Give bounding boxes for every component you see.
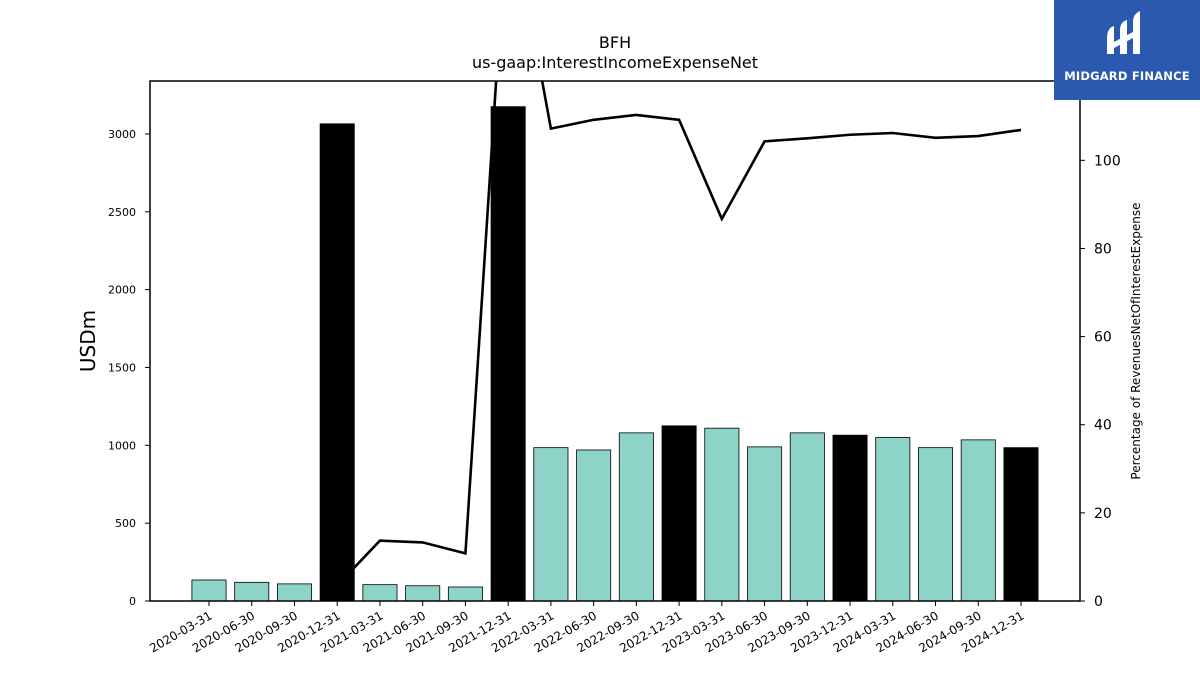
y-tick-label: 1000 bbox=[108, 439, 136, 452]
bar bbox=[576, 449, 612, 602]
bar bbox=[362, 584, 398, 602]
bar bbox=[747, 446, 783, 602]
bar bbox=[447, 586, 483, 602]
bar bbox=[704, 427, 740, 602]
midgard-logo-mark-icon bbox=[1107, 11, 1140, 54]
ratio-line bbox=[336, 81, 1022, 587]
y2-tick-label: 80 bbox=[1094, 241, 1112, 257]
bar bbox=[234, 581, 270, 602]
x-axis-ticks: 2020-03-312020-06-302020-09-302020-12-31… bbox=[147, 601, 1027, 655]
bar bbox=[490, 106, 526, 602]
bar bbox=[960, 439, 996, 602]
y-tick-label: 3000 bbox=[108, 128, 136, 141]
y2-axis-label: Percentage of RevenuesNetOfInterestExpen… bbox=[1129, 202, 1143, 479]
bar bbox=[1003, 447, 1039, 602]
bar bbox=[276, 583, 312, 602]
y2-tick-label: 20 bbox=[1094, 506, 1112, 522]
y2-tick-label: 0 bbox=[1094, 594, 1103, 610]
bar bbox=[789, 432, 825, 602]
bar bbox=[832, 434, 868, 602]
chart-title: BFH bbox=[599, 33, 631, 52]
logo-text: MIDGARD FINANCE bbox=[1064, 69, 1190, 83]
bar bbox=[405, 585, 441, 602]
plot-frame bbox=[149, 80, 1081, 602]
bar-series bbox=[191, 106, 1039, 602]
bar bbox=[533, 447, 569, 602]
bar bbox=[875, 437, 911, 602]
y-tick-label: 1500 bbox=[108, 361, 136, 374]
bar bbox=[191, 579, 227, 602]
bar bbox=[918, 447, 954, 602]
bar bbox=[319, 123, 355, 602]
y2-tick-label: 40 bbox=[1094, 418, 1112, 434]
y-axis-ticks: 0 500 1000 1500 2000 2500 3000 bbox=[108, 128, 150, 608]
y-tick-label: 500 bbox=[115, 517, 136, 530]
y-tick-label: 0 bbox=[129, 595, 136, 608]
y-tick-label: 2500 bbox=[108, 206, 136, 219]
y-tick-label: 2000 bbox=[108, 284, 136, 297]
bar bbox=[618, 432, 654, 602]
bar bbox=[661, 425, 697, 602]
ratio-line-series bbox=[336, 81, 1022, 587]
y2-axis-ticks: 0 20 40 60 80 100 bbox=[1080, 153, 1121, 610]
y2-tick-label: 60 bbox=[1094, 330, 1112, 346]
chart-subtitle: us-gaap:InterestIncomeExpenseNet bbox=[472, 53, 758, 72]
midgard-finance-logo: MIDGARD FINANCE bbox=[1054, 0, 1200, 100]
y2-tick-label: 100 bbox=[1094, 153, 1121, 169]
y-axis-label: USDm bbox=[76, 310, 100, 372]
